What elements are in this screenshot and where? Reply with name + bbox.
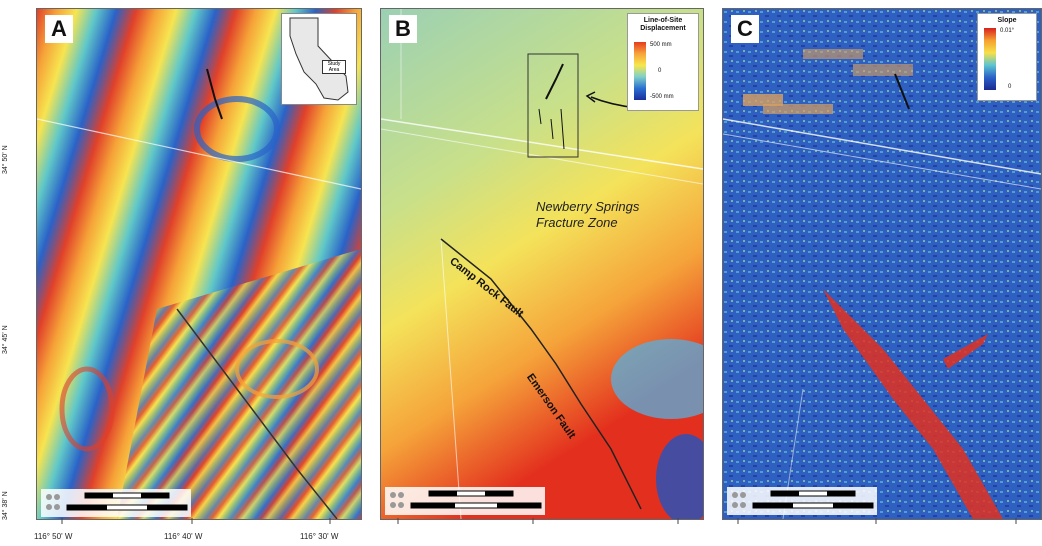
panel-b-scalebar — [385, 487, 545, 515]
lat-label-3: 34° 38' N — [2, 491, 9, 520]
panel-c-slope: C Slope 0.01° 0 — [722, 8, 1042, 520]
lon-label-1: 116° 50' W — [34, 532, 73, 541]
california-outline — [289, 17, 349, 101]
panel-a-letter: A — [45, 15, 73, 43]
panel-a-scalebar — [41, 489, 191, 517]
lat-label-2: 34° 45' N — [2, 325, 9, 354]
lon-label-2: 116° 40' W — [164, 532, 203, 541]
lat-label-1: 34° 50' N — [2, 145, 9, 174]
slope-min-label: 0 — [1008, 84, 1012, 90]
study-area-label: Study Area — [322, 60, 346, 74]
panel-a-interferogram: A Study Area — [36, 8, 362, 520]
slope-max-label: 0.01° — [1000, 28, 1015, 34]
displacement-mid-label: 0 — [658, 68, 662, 74]
slope-legend: Slope 0.01° 0 — [977, 13, 1037, 101]
california-inset-map: Study Area — [281, 13, 357, 105]
panel-c-scalebar — [727, 487, 877, 515]
displacement-legend: Line-of-Site Displacement 500 mm 0 -500 … — [627, 13, 699, 111]
displacement-legend-title: Line-of-Site Displacement — [640, 17, 686, 32]
displacement-min-label: -500 mm — [650, 94, 674, 100]
panel-c-letter: C — [731, 15, 759, 43]
displacement-max-label: 500 mm — [650, 42, 672, 48]
slope-legend-title: Slope — [997, 17, 1017, 24]
displacement-color-bar — [634, 42, 646, 100]
x-axis-ticks — [61, 518, 1017, 524]
newberry-springs-label: Newberry Springs Fracture Zone — [536, 199, 640, 230]
panel-b-letter: B — [389, 15, 417, 43]
lon-label-3: 116° 30' W — [300, 532, 339, 541]
panel-b-displacement: B Line-of-Site Displacement 500 mm 0 -50… — [380, 8, 704, 520]
slope-color-bar — [984, 28, 996, 90]
